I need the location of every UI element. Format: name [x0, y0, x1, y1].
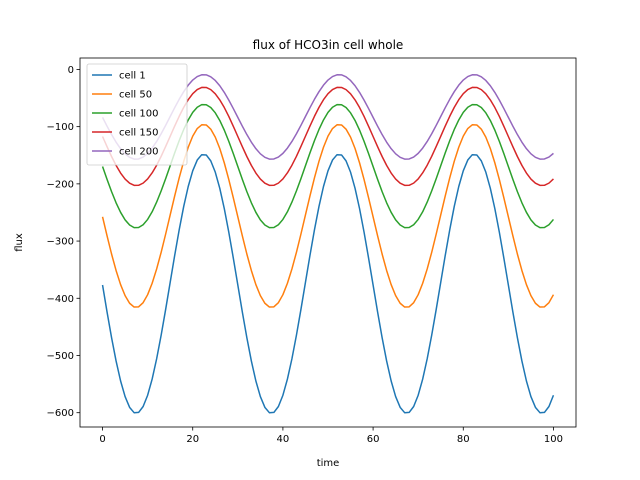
y-axis-ticks: 0 −100 −200 −300 −400 −500 −600	[47, 65, 80, 419]
series-line-2	[101, 124, 555, 308]
y-tick-label: −300	[47, 237, 74, 248]
y-axis-label: flux	[14, 233, 25, 252]
series-line-1	[101, 153, 555, 414]
x-tick-label: 40	[277, 434, 290, 445]
y-tick-label: −200	[47, 179, 74, 190]
x-axis-ticks: 0 20 40 60 80 100	[99, 427, 563, 445]
x-axis-label: time	[317, 458, 340, 469]
legend-entry: cell 100	[119, 109, 158, 120]
legend-entry: cell 50	[119, 90, 152, 101]
legend: cell 1 cell 50 cell 100 cell 150 cell 200	[86, 63, 188, 166]
y-tick-label: −500	[47, 351, 74, 362]
legend-entry: cell 1	[119, 71, 146, 82]
y-tick-label: −400	[47, 294, 74, 305]
legend-entry: cell 200	[119, 147, 158, 158]
y-tick-label: 0	[68, 65, 74, 76]
x-tick-label: 60	[367, 434, 380, 445]
y-tick-label: −600	[47, 408, 74, 419]
x-tick-label: 80	[457, 434, 470, 445]
chart-title: flux of HCO3in cell whole	[253, 38, 404, 52]
plot-frame	[79, 57, 577, 428]
x-tick-label: 100	[544, 434, 563, 445]
legend-entry: cell 150	[119, 128, 158, 139]
legend-box	[86, 63, 188, 166]
x-tick-label: 20	[186, 434, 199, 445]
y-tick-label: −100	[47, 122, 74, 133]
x-tick-label: 0	[99, 434, 105, 445]
